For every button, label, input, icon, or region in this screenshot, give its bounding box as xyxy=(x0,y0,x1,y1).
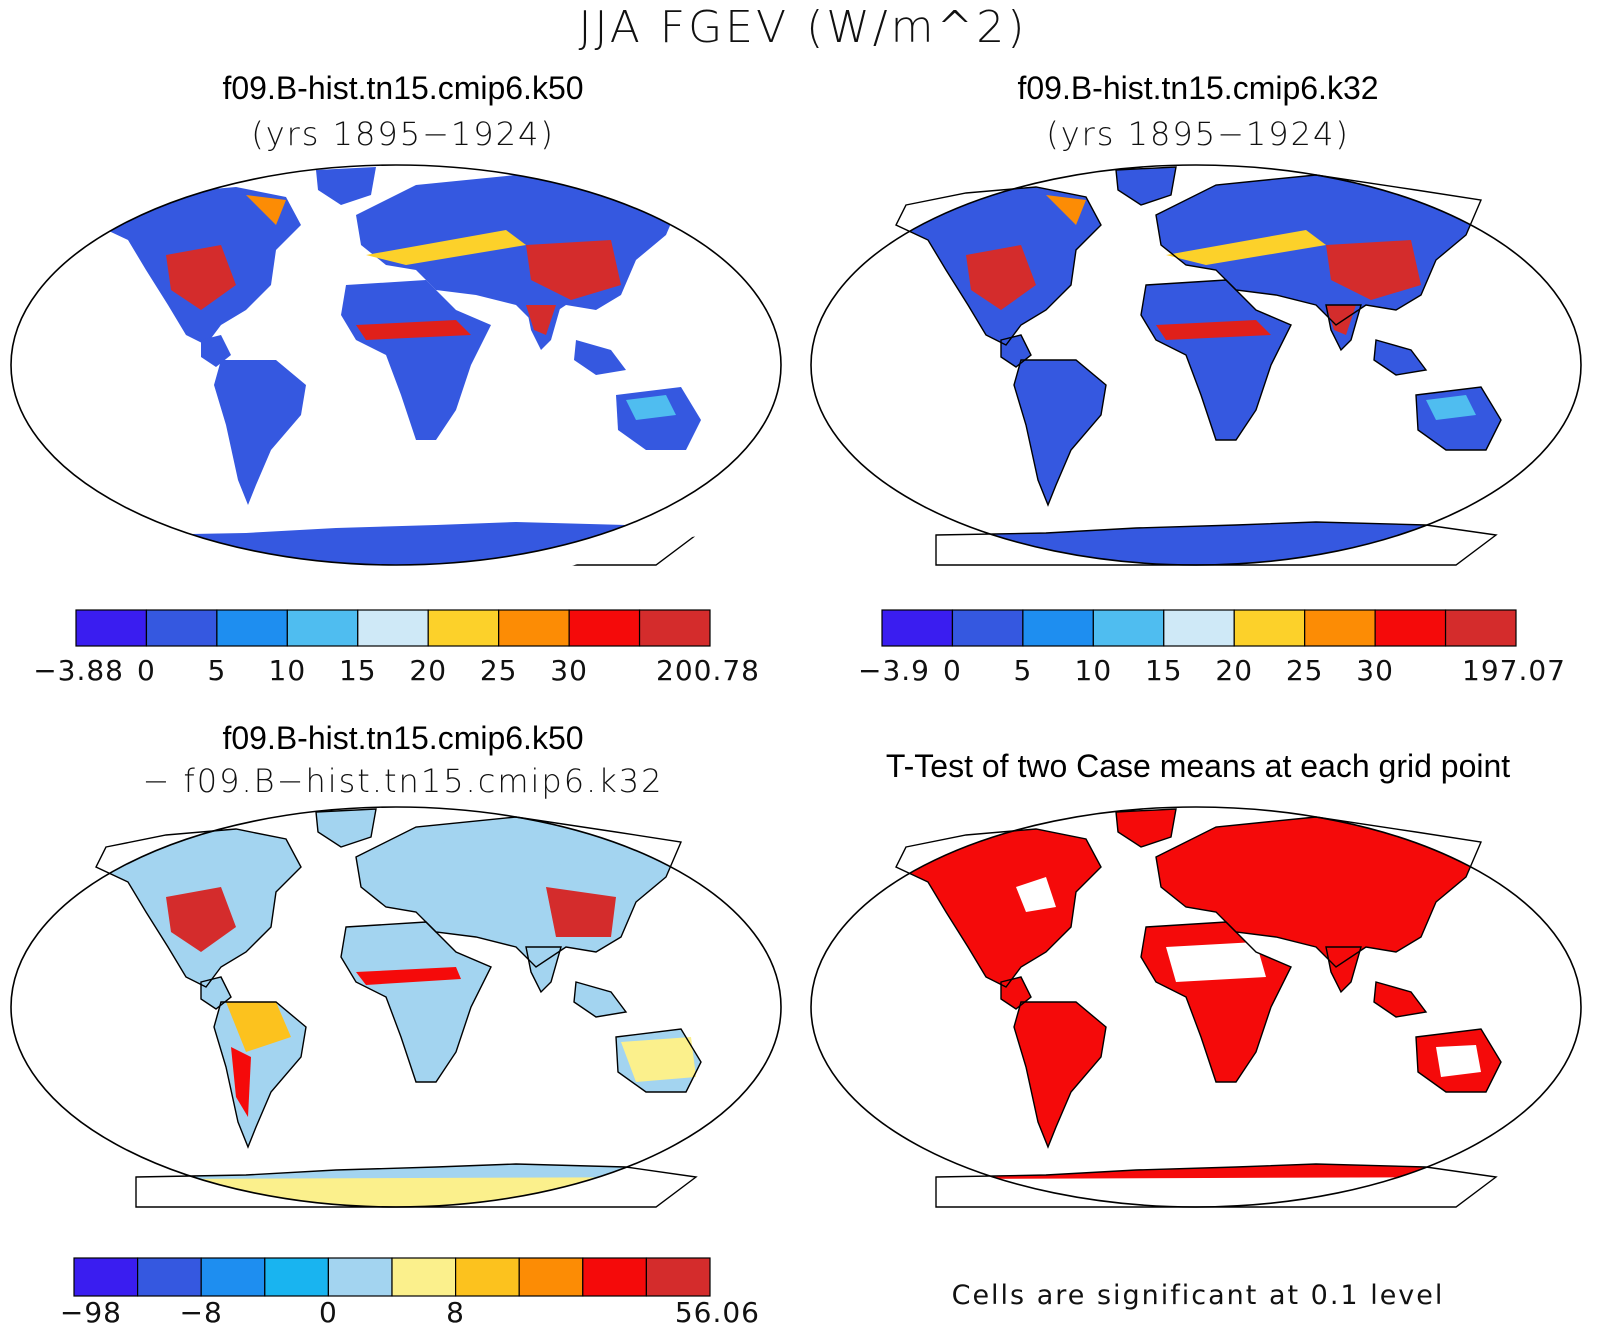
map-diff xyxy=(96,809,701,1207)
colorbar-swatch xyxy=(145,609,218,647)
colorbar-swatch xyxy=(1163,609,1235,647)
colorbar-tick-label: 20 xyxy=(1215,654,1253,687)
colorbar-swatch xyxy=(645,1257,711,1297)
colorbar-swatch xyxy=(498,609,570,647)
map-case1 xyxy=(96,167,701,565)
colorbar-swatch xyxy=(455,1257,520,1297)
colorbar-swatch xyxy=(75,609,148,647)
colorbar-case2: −3.9 0 5 10 15 20 25 30 197.07 xyxy=(858,609,1566,687)
colorbar-tick-label: −8 xyxy=(180,1296,223,1327)
colorbar-swatch xyxy=(518,1257,584,1297)
map-case2 xyxy=(896,167,1501,565)
colorbar-tick-label: 30 xyxy=(550,654,588,687)
figure-title: JJA FGEV (W/m^2) xyxy=(578,2,1028,53)
panel-case2-title: f09.B-hist.tn15.cmip6.k32 xyxy=(1017,70,1379,106)
map-case1-border xyxy=(10,164,782,566)
colorbar-tick-label: 8 xyxy=(446,1296,465,1327)
panel-case1-title: f09.B-hist.tn15.cmip6.k50 xyxy=(222,70,584,106)
panel-case1-subtitle: (yrs 1895−1924) xyxy=(251,115,555,153)
colorbar-tick-label: 56.06 xyxy=(675,1296,760,1327)
colorbar-tick-label: 0 xyxy=(943,654,962,687)
colorbar-tick-label: −3.9 xyxy=(858,654,930,687)
colorbar-swatch xyxy=(582,1257,647,1297)
colorbar-swatch xyxy=(951,609,1024,647)
colorbar-tick-label: 25 xyxy=(1286,654,1324,687)
colorbar-swatch xyxy=(1092,609,1165,647)
colorbar-swatch xyxy=(1233,609,1306,647)
colorbar-swatch xyxy=(200,1257,266,1297)
colorbar-tick-label: 15 xyxy=(1145,654,1183,687)
colorbar-case1: −3.88 0 5 10 15 20 25 30 200.78 xyxy=(33,609,760,687)
colorbar-swatch xyxy=(1022,609,1094,647)
colorbar-swatch xyxy=(137,1257,202,1297)
significance-footnote: Cells are significant at 0.1 level xyxy=(951,1280,1445,1311)
panel-diff-subtitle: − f09.B−hist.tn15.cmip6.k32 xyxy=(142,762,664,800)
colorbar-tick-label: −98 xyxy=(60,1296,122,1327)
panel-ttest-title: T-Test of two Case means at each grid po… xyxy=(885,748,1511,784)
colorbar-swatch xyxy=(357,609,429,647)
colorbar-tick-label: 10 xyxy=(269,654,307,687)
colorbar-swatch xyxy=(568,609,641,647)
colorbar-swatch xyxy=(327,1257,393,1297)
colorbar-tick-label: 25 xyxy=(480,654,518,687)
colorbar-tick-label: 10 xyxy=(1075,654,1113,687)
panel-diff-title: f09.B-hist.tn15.cmip6.k50 xyxy=(222,720,584,756)
colorbar-tick-label: 5 xyxy=(207,654,226,687)
colorbar-diff: −98 −8 0 8 56.06 xyxy=(60,1257,760,1327)
colorbar-tick-label: 0 xyxy=(319,1296,338,1327)
panel-case2-subtitle: (yrs 1895−1924) xyxy=(1046,115,1350,153)
colorbar-tick-label: 200.78 xyxy=(656,654,760,687)
colorbar-swatch xyxy=(1444,609,1517,647)
colorbar-swatch xyxy=(264,1257,329,1297)
colorbar-swatch xyxy=(216,609,288,647)
colorbar-swatch xyxy=(1374,609,1447,647)
colorbar-tick-label: 15 xyxy=(339,654,377,687)
colorbar-tick-label: −3.88 xyxy=(33,654,124,687)
colorbar-tick-label: 197.07 xyxy=(1462,654,1566,687)
colorbar-tick-label: 30 xyxy=(1356,654,1394,687)
colorbar-swatch xyxy=(391,1257,457,1297)
colorbar-swatch xyxy=(638,609,711,647)
colorbar-tick-label: 0 xyxy=(137,654,156,687)
colorbar-swatch xyxy=(427,609,500,647)
colorbar-swatch xyxy=(286,609,359,647)
colorbar-tick-label: 5 xyxy=(1013,654,1032,687)
colorbar-swatch xyxy=(881,609,954,647)
colorbar-swatch xyxy=(73,1257,139,1297)
colorbar-swatch xyxy=(1304,609,1376,647)
map-ttest xyxy=(896,809,1501,1207)
colorbar-tick-label: 20 xyxy=(409,654,447,687)
